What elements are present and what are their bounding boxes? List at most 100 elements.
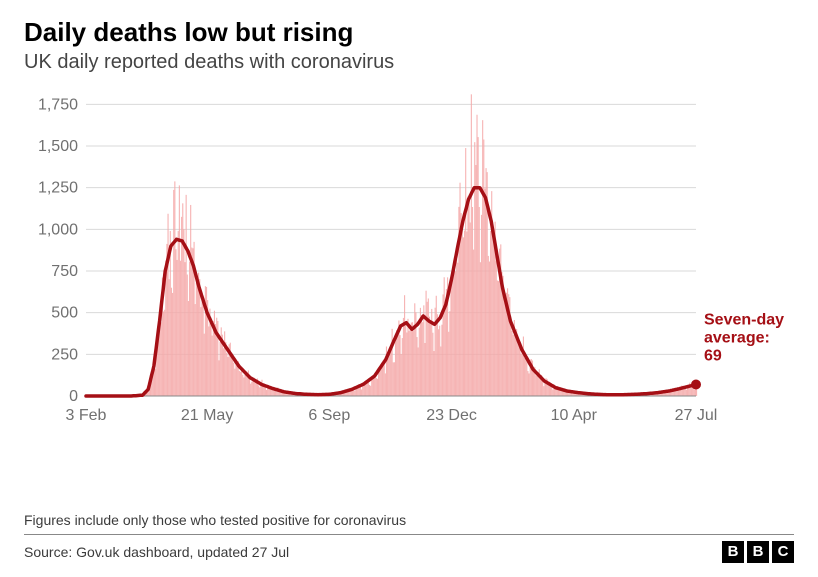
- x-tick-label: 23 Dec: [426, 407, 477, 424]
- daily-bar: [213, 321, 214, 396]
- daily-bar: [684, 389, 685, 396]
- daily-bar: [448, 331, 449, 395]
- daily-bar: [504, 299, 505, 396]
- daily-bar: [361, 389, 362, 396]
- daily-bar: [476, 114, 477, 395]
- daily-bar: [465, 148, 466, 396]
- daily-bar: [203, 303, 204, 396]
- daily-bar: [247, 377, 248, 396]
- daily-bar: [687, 388, 688, 396]
- daily-bar: [422, 322, 423, 396]
- daily-bar: [510, 322, 511, 395]
- daily-bar: [409, 330, 410, 395]
- daily-bar: [483, 139, 484, 395]
- bbc-logo-letter: B: [747, 541, 769, 563]
- chart-area: 02505007501,0001,2501,5001,7503 Feb21 Ma…: [24, 86, 794, 451]
- daily-bar: [481, 214, 482, 395]
- daily-bar: [497, 280, 498, 396]
- y-tick-label: 500: [51, 304, 78, 321]
- daily-bar: [226, 353, 227, 396]
- daily-bar: [197, 276, 198, 396]
- daily-bar: [369, 385, 370, 396]
- daily-bar: [695, 388, 696, 395]
- daily-bar: [172, 293, 173, 396]
- daily-bar: [452, 276, 453, 395]
- daily-bar: [488, 256, 489, 396]
- y-tick-label: 0: [69, 388, 78, 405]
- daily-bar: [232, 359, 233, 396]
- daily-bar: [525, 356, 526, 395]
- daily-bar: [471, 94, 472, 396]
- daily-bar: [260, 384, 261, 395]
- daily-bar: [187, 274, 188, 395]
- daily-bar: [467, 196, 468, 396]
- daily-bar: [155, 368, 156, 395]
- daily-bar: [397, 331, 398, 396]
- daily-bar: [244, 372, 245, 396]
- daily-bar: [522, 349, 523, 396]
- daily-bar: [180, 260, 181, 395]
- daily-bar: [396, 330, 397, 396]
- daily-bar: [224, 331, 225, 396]
- daily-bar: [239, 370, 240, 395]
- daily-bar: [517, 339, 518, 396]
- daily-bar: [438, 329, 439, 396]
- daily-bar: [406, 332, 407, 396]
- daily-bar: [402, 338, 403, 396]
- daily-bar: [218, 360, 219, 396]
- daily-bar: [493, 243, 494, 396]
- chart-source: Source: Gov.uk dashboard, updated 27 Jul: [24, 544, 289, 560]
- daily-bar: [249, 379, 250, 396]
- daily-bar: [174, 181, 175, 396]
- daily-bar: [492, 233, 493, 396]
- daily-bar: [444, 277, 445, 396]
- daily-bar: [242, 374, 243, 395]
- chart-title: Daily deaths low but rising: [24, 18, 794, 47]
- daily-bar: [403, 318, 404, 396]
- daily-bar: [416, 337, 417, 396]
- daily-bar: [490, 231, 491, 396]
- daily-bar: [433, 351, 434, 396]
- daily-bar: [393, 362, 394, 396]
- y-tick-label: 750: [51, 263, 78, 280]
- daily-bar: [445, 309, 446, 396]
- daily-bar: [384, 362, 385, 395]
- daily-bar: [196, 282, 197, 395]
- daily-bar: [370, 385, 371, 395]
- bbc-logo-letter: C: [772, 541, 794, 563]
- daily-bar: [389, 349, 390, 396]
- daily-bar: [426, 290, 427, 395]
- annotation-line: 69: [704, 347, 722, 364]
- daily-bar: [169, 279, 170, 396]
- daily-bar: [519, 348, 520, 396]
- daily-bar: [267, 388, 268, 396]
- daily-bar: [685, 388, 686, 396]
- daily-bar: [414, 303, 415, 396]
- daily-bar: [412, 322, 413, 396]
- daily-bar: [206, 287, 207, 396]
- daily-bar: [401, 354, 402, 396]
- daily-bar: [214, 310, 215, 395]
- daily-bar: [475, 165, 476, 396]
- daily-bar: [450, 282, 451, 395]
- daily-bar: [440, 346, 441, 396]
- daily-bar: [413, 330, 414, 395]
- daily-bar: [535, 375, 536, 396]
- chart-subtitle: UK daily reported deaths with coronaviru…: [24, 51, 794, 74]
- daily-bar: [505, 301, 506, 396]
- daily-bar: [489, 261, 490, 395]
- daily-bar: [234, 368, 235, 395]
- daily-bar: [464, 230, 465, 395]
- daily-bar: [227, 357, 228, 396]
- daily-bar: [264, 386, 265, 396]
- daily-bar: [427, 301, 428, 395]
- daily-bar: [237, 362, 238, 395]
- daily-bar: [163, 311, 164, 396]
- daily-bar: [484, 188, 485, 395]
- daily-bar: [466, 231, 467, 395]
- daily-bar: [671, 391, 672, 395]
- daily-bar: [385, 373, 386, 396]
- daily-bar: [167, 213, 168, 395]
- daily-bar: [405, 321, 406, 395]
- daily-bar: [679, 390, 680, 395]
